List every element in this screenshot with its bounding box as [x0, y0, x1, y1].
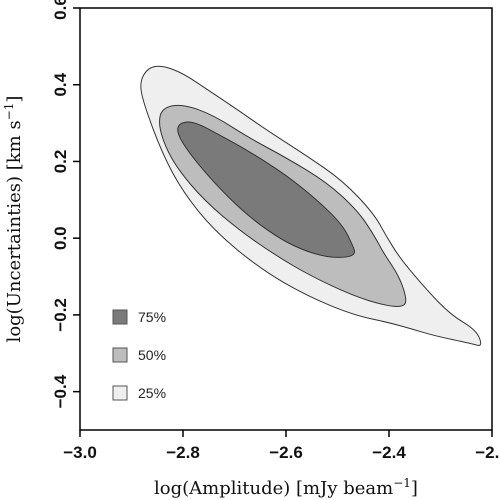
y-axis-title: log(Uncertainties) [km s−1]: [2, 96, 25, 343]
legend-label-25pct: 25%: [138, 385, 166, 401]
y-tick-label: 0.4: [51, 72, 70, 96]
legend: 75% 50% 25%: [112, 309, 166, 401]
x-axis-title: log(Amplitude) [mJy beam−1]: [154, 476, 418, 499]
legend-swatch-75pct: [112, 309, 128, 325]
y-axis-ticks: −0.4 −0.2 0.0 0.2 0.4 0.6: [51, 0, 80, 408]
x-tick-label: −2.4: [372, 443, 406, 462]
y-tick-label: −0.4: [51, 374, 70, 408]
x-axis-ticks: −3.0 −2.8 −2.6 −2.4 −2.2: [63, 430, 500, 462]
legend-label-50pct: 50%: [138, 347, 166, 363]
legend-swatch-50pct: [112, 347, 128, 363]
x-tick-label: −3.0: [63, 443, 97, 462]
contour-layer: [140, 65, 482, 346]
legend-swatch-25pct: [112, 385, 128, 401]
y-tick-label: 0.6: [51, 0, 70, 20]
x-tick-label: −2.2: [475, 443, 500, 462]
legend-label-75pct: 75%: [138, 309, 166, 325]
x-tick-label: −2.8: [166, 443, 200, 462]
y-tick-label: 0.0: [51, 226, 70, 250]
x-tick-label: −2.6: [269, 443, 303, 462]
y-tick-label: −0.2: [51, 298, 70, 332]
y-tick-label: 0.2: [51, 150, 70, 174]
contour-75pct: [177, 121, 356, 258]
